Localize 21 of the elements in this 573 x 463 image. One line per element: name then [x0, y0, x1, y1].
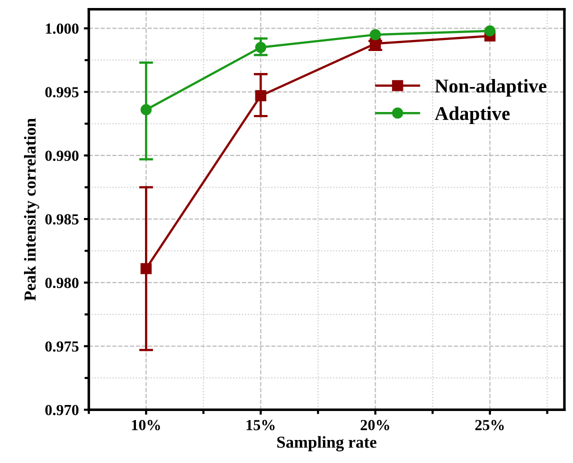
x-tick-label: 10% — [132, 420, 160, 430]
y-axis-title: Peak intensity correlation — [24, 118, 40, 301]
point — [370, 29, 381, 40]
legend-label: Non-adaptive — [434, 78, 546, 97]
y-tick-label: 0.990 — [45, 150, 79, 161]
y-tick-label: 1.000 — [46, 23, 79, 34]
legend-label: Adaptive — [434, 106, 510, 124]
y-tick-label: 0.970 — [45, 404, 79, 416]
x-tick-label: 20% — [360, 420, 390, 430]
y-tick-label: 0.985 — [45, 214, 79, 225]
y-tick-label: 0.995 — [45, 87, 79, 98]
y-tick-label: 0.975 — [45, 341, 79, 352]
point — [140, 104, 152, 116]
point — [140, 263, 152, 274]
x-tick-label: 15% — [246, 420, 275, 430]
point — [255, 42, 266, 53]
point — [255, 90, 266, 102]
y-tick-label: 0.980 — [45, 278, 79, 288]
x-axis-title: Sampling rate — [277, 436, 376, 452]
point — [484, 25, 496, 36]
x-tick-label: 25% — [475, 420, 504, 430]
